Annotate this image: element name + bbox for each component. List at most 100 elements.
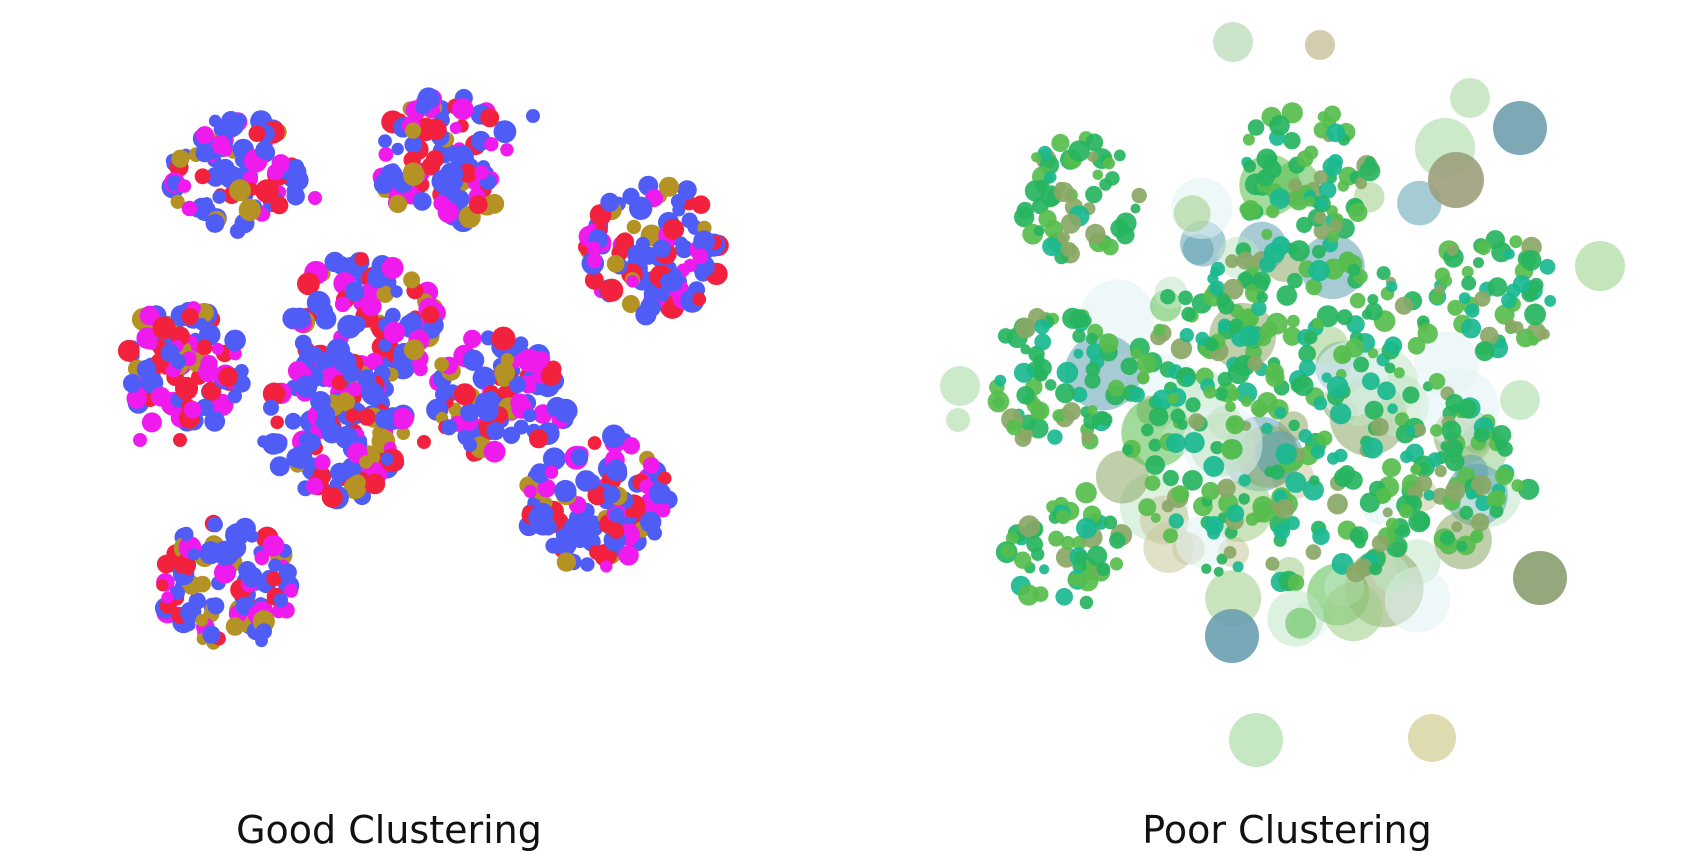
cluster-point <box>439 199 453 213</box>
cluster-point <box>286 169 309 192</box>
cluster-point <box>404 312 422 330</box>
cluster-point <box>227 389 242 404</box>
cluster-point <box>607 522 625 539</box>
cluster-point <box>380 452 394 466</box>
overlap-point <box>1470 513 1490 532</box>
overlap-point <box>987 390 1010 413</box>
overlap-point <box>1489 490 1506 507</box>
overlap-point <box>1153 323 1166 336</box>
overlap-point <box>1239 325 1261 347</box>
overlap-point <box>1275 443 1297 465</box>
overlap-point <box>1393 367 1405 379</box>
overlap-point <box>1504 248 1515 260</box>
cluster-point <box>482 390 500 408</box>
cluster-point <box>392 407 414 430</box>
cluster-point <box>295 375 318 398</box>
cluster-point <box>171 149 190 168</box>
overlap-point <box>1430 424 1443 437</box>
overlap-point <box>1096 562 1111 576</box>
overlap-point <box>1113 149 1126 162</box>
overlap-point <box>1273 523 1291 540</box>
cluster-point <box>587 485 608 506</box>
overlap-point <box>1362 372 1380 391</box>
good-clustering-panel <box>0 0 848 848</box>
overlap-point <box>1269 188 1291 210</box>
overlap-point <box>1241 395 1252 407</box>
overlap-point <box>1060 213 1081 234</box>
cluster-point <box>584 270 604 290</box>
overlap-point <box>1274 406 1287 419</box>
overlap-point <box>1266 204 1280 219</box>
overlap-point <box>1182 233 1214 265</box>
overlap-point <box>1283 132 1301 150</box>
cluster-point <box>537 478 556 498</box>
overlap-point <box>1177 419 1188 430</box>
cluster-point <box>589 544 605 560</box>
cluster-point <box>273 592 289 608</box>
cluster-point <box>642 456 660 474</box>
overlap-point <box>1201 563 1212 574</box>
cluster-point <box>405 122 422 139</box>
overlap-point <box>1247 119 1265 136</box>
cluster-point <box>663 271 684 292</box>
overlap-point <box>1167 392 1179 405</box>
overlap-point <box>1137 354 1157 374</box>
overlap-point <box>1285 471 1307 493</box>
overlap-point <box>1138 498 1157 517</box>
overlap-point <box>1398 503 1414 519</box>
cluster-point <box>692 292 707 307</box>
cluster-point <box>342 364 361 383</box>
overlap-point <box>1263 242 1285 264</box>
overlap-point <box>1296 216 1313 233</box>
good-clustering-scatter <box>117 87 729 650</box>
cluster-point <box>188 548 201 561</box>
overlap-point <box>1287 272 1303 289</box>
overlap-point <box>1006 419 1023 436</box>
overlap-point <box>1236 251 1255 270</box>
overlap-point <box>1205 570 1262 627</box>
cluster-point <box>472 366 496 390</box>
overlap-point <box>1465 488 1477 500</box>
cluster-point <box>378 134 392 149</box>
cluster-point <box>122 373 142 393</box>
overlap-point <box>1261 422 1273 435</box>
overlap-point <box>1148 406 1169 427</box>
cluster-point <box>200 197 213 210</box>
overlap-point <box>1407 337 1426 355</box>
overlap-point <box>1265 363 1284 382</box>
overlap-point <box>1014 551 1032 569</box>
cluster-point <box>403 339 425 361</box>
overlap-point <box>1110 219 1129 238</box>
overlap-point <box>1210 261 1225 277</box>
overlap-point <box>1165 433 1186 453</box>
overlap-point <box>1348 202 1368 222</box>
cluster-point <box>156 554 176 574</box>
cluster-point <box>288 159 305 175</box>
overlap-point <box>1182 374 1194 386</box>
cluster-point <box>463 329 482 349</box>
cluster-point <box>344 281 365 302</box>
outlier-point <box>1428 152 1484 208</box>
overlap-point <box>1364 400 1384 420</box>
cluster-point <box>229 179 251 202</box>
overlap-point <box>1449 404 1460 415</box>
cluster-point <box>139 305 160 326</box>
cluster-point <box>602 424 626 449</box>
cluster-point <box>458 163 478 183</box>
cluster-point <box>656 287 670 302</box>
overlap-point <box>1087 151 1098 163</box>
cluster-point <box>358 408 376 426</box>
cluster-point <box>133 433 147 447</box>
overlap-point <box>1031 152 1042 163</box>
overlap-point <box>1359 160 1381 182</box>
outlier-point <box>946 408 970 432</box>
overlap-point <box>1101 238 1119 256</box>
overlap-point <box>1256 168 1275 187</box>
overlap-point <box>1312 318 1324 330</box>
overlap-point <box>1171 485 1190 503</box>
cluster-point <box>229 121 244 135</box>
outlier-point <box>1500 380 1540 420</box>
outlier-point <box>1513 551 1567 605</box>
cluster-point <box>530 463 550 484</box>
overlap-point <box>1068 140 1090 162</box>
